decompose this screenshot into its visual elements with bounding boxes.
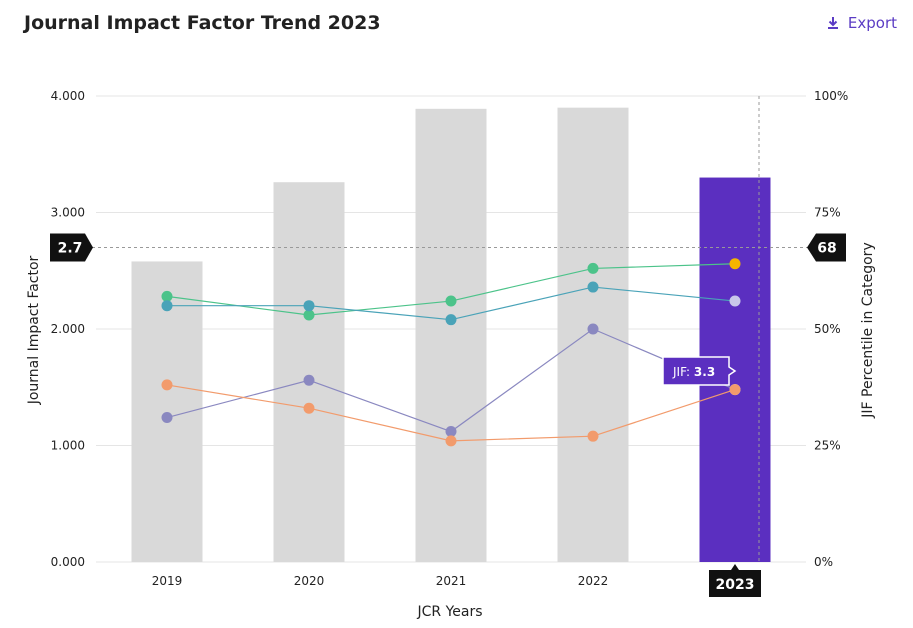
y-tick-label-right: 50% [814,322,841,336]
tooltip [662,356,737,386]
x-tick-label: 2020 [294,574,325,588]
bar [273,182,345,562]
crosshair-value-left: 2.7 [58,240,83,256]
data-point [587,281,599,293]
y-axis-label-left: Journal Impact Factor [26,255,42,405]
data-point [587,430,599,442]
crosshair-value-right: 68 [817,240,836,256]
x-tick-label: 2019 [152,574,183,588]
data-point [729,295,741,307]
bar [557,107,629,563]
crosshair-tag-left [50,233,93,262]
crosshair-value-x: 2023 [716,577,755,593]
data-point [161,300,173,312]
crosshair-tag-x [709,564,761,597]
y-tick-label-left: 0.000 [51,555,85,569]
data-point [303,309,315,321]
y-tick-label-right: 100% [814,89,848,103]
data-point [161,379,173,391]
y-tick-label-right: 0% [814,555,833,569]
download-icon [827,17,838,29]
crosshair-tag-right [807,233,846,262]
x-tick-label: 2022 [578,574,609,588]
data-point [729,258,741,270]
tooltip-value: 3.3 [694,365,715,379]
y-tick-label-left: 3.000 [51,206,85,220]
data-point [161,412,173,424]
tooltip-text: JIF: 3.3 [672,365,715,379]
tooltip-label: JIF: [672,365,694,379]
data-point [303,300,315,312]
export-label: Export [847,14,897,32]
page-title: Journal Impact Factor Trend 2023 [24,12,381,34]
data-point [161,290,173,302]
y-axis-label-right: JIF Percentile in Category [860,242,876,418]
data-point [587,323,599,335]
data-point [303,402,315,414]
data-point [445,314,457,326]
y-tick-label-left: 1.000 [51,439,85,453]
data-point [445,295,457,307]
x-axis-label: JCR Years [416,604,482,620]
data-point [587,262,599,274]
export-button[interactable]: Export [826,14,897,32]
y-tick-label-right: 75% [814,206,841,220]
bar [415,108,487,562]
data-point [729,384,741,396]
data-point [303,374,315,386]
y-tick-label-left: 4.000 [51,89,85,103]
y-tick-label-left: 2.000 [51,322,85,336]
data-point [445,435,457,447]
y-tick-label-right: 25% [814,439,841,453]
data-point [445,426,457,438]
x-tick-label: 2021 [436,574,467,588]
